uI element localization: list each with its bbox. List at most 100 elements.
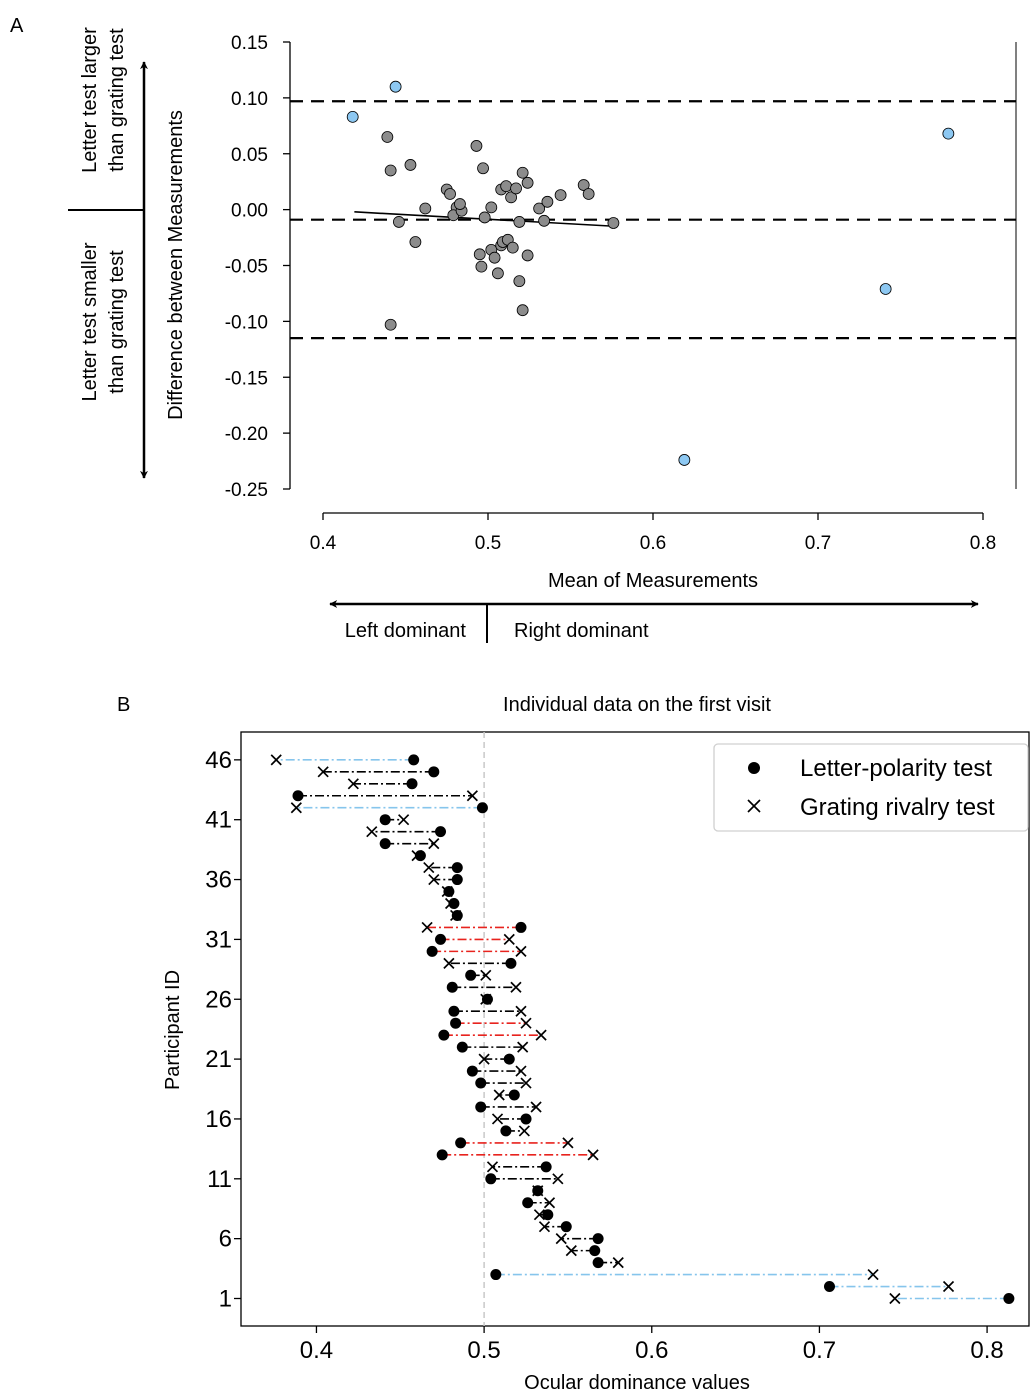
grating-rivalry-point [421, 921, 433, 934]
participant-row [532, 1185, 544, 1197]
grating-rivalry-point [543, 1197, 556, 1209]
letter-polarity-point [436, 1149, 448, 1161]
letter-polarity-point [426, 945, 438, 957]
data-point [409, 236, 422, 248]
x-tick-label: 0.5 [475, 533, 501, 554]
participant-row [456, 1041, 529, 1053]
y-tick-label: 41 [205, 807, 232, 834]
data-point [392, 216, 405, 228]
participant-row [455, 1137, 574, 1149]
grating-rivalry-point [428, 838, 440, 850]
x-tick-label: 0.7 [805, 533, 831, 554]
grating-rivalry-point [347, 778, 359, 790]
x-tick-label: 0.8 [970, 533, 996, 554]
participant-row [428, 873, 463, 886]
letter-polarity-point [475, 1101, 487, 1113]
outlier-point [942, 127, 955, 140]
grating-rivalry-point [515, 1005, 527, 1017]
letter-polarity-point [476, 802, 488, 814]
x-tick-label: 0.7 [803, 1337, 836, 1364]
panel-b-label: B [117, 694, 130, 716]
participant-row [379, 814, 410, 826]
letter-polarity-point [481, 993, 493, 1005]
grating-rivalry-point [317, 766, 329, 778]
participant-row [423, 861, 463, 874]
legend-letter-marker [748, 762, 760, 774]
letter-polarity-point [490, 1269, 502, 1281]
y-tick-label: -0.10 [225, 312, 268, 333]
grating-rivalry-point [450, 909, 462, 922]
y-tick-label: -0.20 [225, 424, 268, 445]
letter-polarity-point [823, 1281, 835, 1293]
data-point [577, 179, 590, 191]
participant-row [565, 1245, 601, 1257]
grating-rivalry-point [486, 1161, 499, 1173]
grating-rivalry-point [491, 1113, 504, 1125]
participant-row [490, 1268, 879, 1281]
grating-rivalry-point [510, 981, 522, 993]
participant-row [426, 945, 527, 957]
letter-polarity-point [450, 1017, 462, 1029]
letter-polarity-point [540, 1161, 552, 1173]
participant-row [475, 1077, 532, 1089]
letter-polarity-point [448, 1005, 460, 1017]
letter-polarity-point [592, 1233, 604, 1245]
grating-rivalry-point [515, 945, 527, 957]
grating-rivalry-point [867, 1268, 879, 1281]
upper-side-label-1: Letter test larger [79, 27, 101, 173]
letter-polarity-point [435, 933, 447, 945]
letter-polarity-point [406, 778, 418, 790]
grating-rivalry-point [533, 1209, 546, 1221]
participant-row [441, 885, 455, 898]
participant-row [493, 1089, 520, 1101]
data-point [470, 140, 483, 152]
participant-row [538, 1221, 572, 1233]
grating-rivalry-point [520, 1017, 532, 1029]
participant-row [421, 921, 527, 934]
data-point [384, 318, 397, 331]
grating-rivalry-point [562, 1137, 574, 1149]
participant-row [478, 1053, 515, 1065]
x-tick-label: 0.8 [970, 1337, 1003, 1364]
grating-rivalry-point [889, 1292, 901, 1305]
x-tick-label: 0.4 [300, 1337, 333, 1364]
letter-polarity-point [589, 1245, 601, 1257]
participant-row [438, 1029, 547, 1041]
y-tick-label: 6 [219, 1226, 232, 1253]
grating-rivalry-point [443, 957, 455, 969]
lower-side-label-1: Letter test smaller [79, 242, 101, 401]
x-axis-label: Mean of Measurements [548, 570, 758, 592]
participant-row [533, 1209, 554, 1221]
y-tick-label: 11 [207, 1166, 232, 1193]
participant-row [485, 1173, 564, 1185]
legend-letter-label: Letter-polarity test [800, 755, 992, 782]
letter-polarity-point [485, 1173, 497, 1185]
data-point [491, 267, 504, 280]
y-tick-label: 0.10 [231, 89, 268, 110]
grating-rivalry-point [942, 1280, 955, 1293]
data-point [473, 248, 486, 261]
grating-rivalry-point [478, 1053, 490, 1065]
grating-rivalry-point [493, 1089, 505, 1101]
data-point [582, 188, 595, 200]
y-tick-label: 0.05 [231, 145, 268, 166]
grating-rivalry-point [612, 1256, 624, 1269]
chart-title: Individual data on the first visit [503, 694, 771, 716]
letter-polarity-point [435, 826, 447, 838]
grating-rivalry-point [555, 1233, 567, 1245]
participant-row [446, 981, 522, 993]
outlier-point [678, 454, 691, 466]
data-point [510, 182, 522, 195]
y-tick-label: 21 [205, 1046, 232, 1073]
letter-polarity-point [500, 1125, 512, 1137]
data-point [444, 188, 456, 200]
upper-side-label-2: than grating test [106, 28, 128, 172]
y-axis-label: Participant ID [162, 970, 184, 1090]
grating-rivalry-point [466, 790, 478, 802]
participant-row [475, 1101, 542, 1113]
data-point [488, 251, 501, 264]
participant-row [270, 754, 420, 766]
data-point [384, 164, 397, 177]
